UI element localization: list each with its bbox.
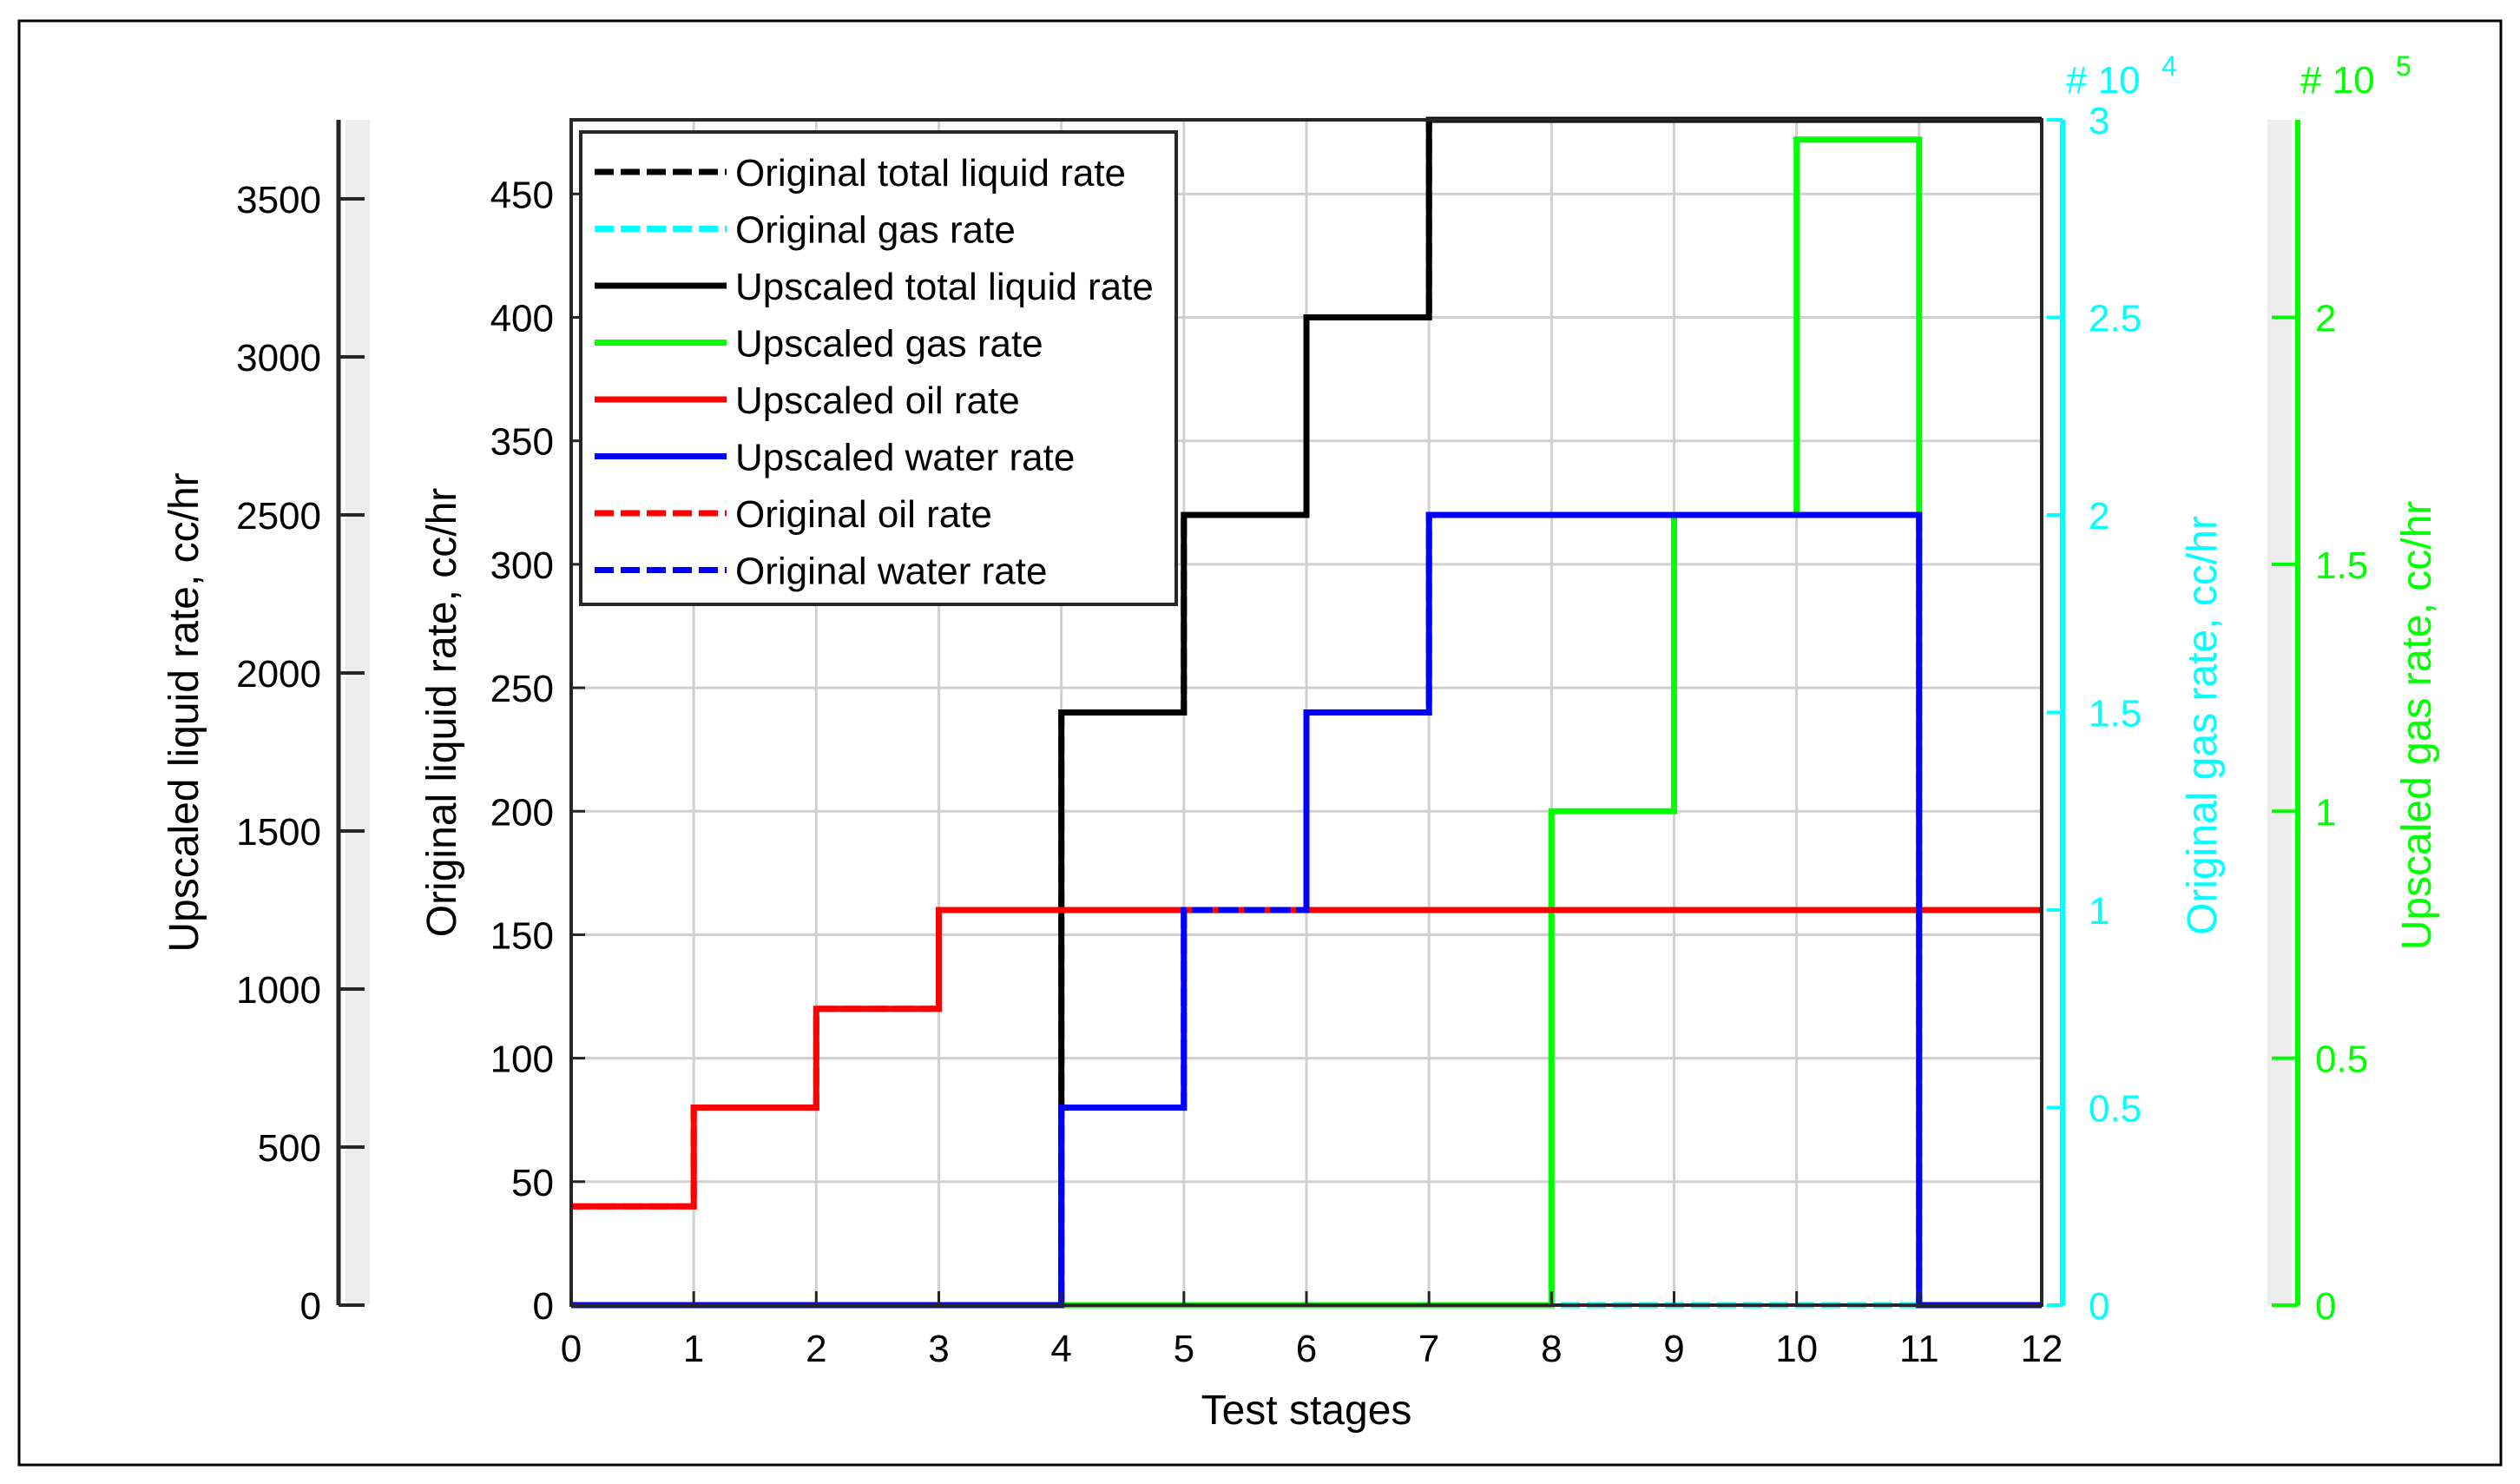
y-tick-label-upscaled-gas: 0.5	[2315, 1039, 2368, 1081]
y-tick-label-original-gas: 0	[2089, 1285, 2109, 1328]
legend-entry-6: Original oil rate	[735, 493, 992, 536]
y-tick-label-original-liquid: 300	[490, 544, 554, 587]
y-tick-label-upscaled-gas: 1	[2315, 791, 2336, 834]
y-tick-label-upscaled-liquid: 2000	[236, 653, 321, 696]
y-tick-label-upscaled-gas: 0	[2315, 1285, 2336, 1328]
y-tick-label-original-gas: 3	[2089, 100, 2109, 142]
x-tick-label: 11	[1899, 1328, 1939, 1370]
legend-entry-3: Upscaled gas rate	[735, 323, 1043, 366]
y-axis-label-original-gas: Original gas rate, cc/hr	[2180, 516, 2226, 935]
y-tick-label-original-gas: 2.5	[2089, 298, 2142, 340]
x-tick-label: 4	[1050, 1328, 1071, 1370]
y-tick-label-original-liquid: 400	[490, 298, 554, 340]
x-tick-label: 7	[1418, 1328, 1439, 1370]
y-tick-label-upscaled-gas: 1.5	[2315, 544, 2368, 587]
y-tick-label-original-gas: 1.5	[2089, 693, 2142, 735]
legend-entry-1: Original gas rate	[735, 209, 1016, 252]
y-tick-label-original-liquid: 50	[511, 1162, 554, 1204]
exponent-label-original-gas: # 10	[2066, 59, 2141, 102]
y-tick-label-original-liquid: 350	[490, 421, 554, 464]
legend-entry-0: Original total liquid rate	[735, 152, 1126, 195]
y-tick-label-original-liquid: 450	[490, 174, 554, 216]
x-tick-label: 8	[1541, 1328, 1562, 1370]
y-tick-label-upscaled-liquid: 0	[300, 1285, 321, 1328]
legend-entry-5: Upscaled water rate	[735, 437, 1075, 479]
figure-frame	[17, 19, 2503, 1467]
legend-entry-2: Upscaled total liquid rate	[735, 266, 1154, 308]
y-tick-label-original-liquid: 100	[490, 1039, 554, 1081]
y-tick-label-original-gas: 2	[2089, 495, 2109, 538]
legend-box	[579, 130, 1178, 606]
y-tick-label-upscaled-liquid: 1500	[236, 811, 321, 854]
y-axis-label-upscaled-gas: Upscaled gas rate, cc/hr	[2394, 501, 2440, 951]
y-axis-label-original-liquid: Original liquid rate, cc/hr	[419, 488, 465, 938]
y-tick-label-original-liquid: 0	[533, 1285, 554, 1328]
x-tick-label: 9	[1663, 1328, 1684, 1370]
exponent-original-gas: 4	[2161, 50, 2177, 82]
x-tick-label: 2	[806, 1328, 826, 1370]
y-tick-label-original-gas: 1	[2089, 890, 2109, 933]
y-tick-label-upscaled-liquid: 3500	[236, 179, 321, 221]
x-tick-label: 0	[561, 1328, 582, 1370]
y-tick-label-upscaled-liquid: 2500	[236, 495, 321, 538]
y-axis-band-upscaled-gas	[2267, 120, 2292, 1305]
x-tick-label: 6	[1296, 1328, 1317, 1370]
y-axis-band-upscaled-liquid	[345, 120, 370, 1305]
x-tick-label: 5	[1174, 1328, 1194, 1370]
y-tick-label-original-liquid: 200	[490, 791, 554, 834]
y-tick-label-original-gas: 0.5	[2089, 1088, 2142, 1131]
y-tick-label-original-liquid: 250	[490, 668, 554, 710]
x-tick-label: 12	[2021, 1328, 2063, 1370]
exponent-label-upscaled-gas: # 10	[2300, 59, 2375, 102]
exponent-upscaled-gas: 5	[2396, 50, 2411, 82]
x-axis-label: Test stages	[1201, 1388, 1412, 1434]
y-axis-label-upscaled-liquid: Upscaled liquid rate, cc/hr	[161, 472, 207, 952]
series-line-6	[571, 907, 2042, 1210]
x-tick-label: 3	[928, 1328, 949, 1370]
y-tick-label-original-liquid: 150	[490, 914, 554, 957]
legend-entry-4: Upscaled oil rate	[735, 379, 1020, 422]
legend: Original total liquid rate Original gas r…	[579, 130, 1178, 606]
y-tick-label-upscaled-liquid: 3000	[236, 337, 321, 379]
y-tick-label-upscaled-liquid: 1000	[236, 969, 321, 1012]
x-tick-label: 1	[683, 1328, 704, 1370]
y-tick-label-upscaled-liquid: 500	[258, 1127, 321, 1170]
y-tick-label-upscaled-gas: 2	[2315, 298, 2336, 340]
x-tick-label: 10	[1775, 1328, 1818, 1370]
legend-entry-7: Original water rate	[735, 551, 1047, 593]
